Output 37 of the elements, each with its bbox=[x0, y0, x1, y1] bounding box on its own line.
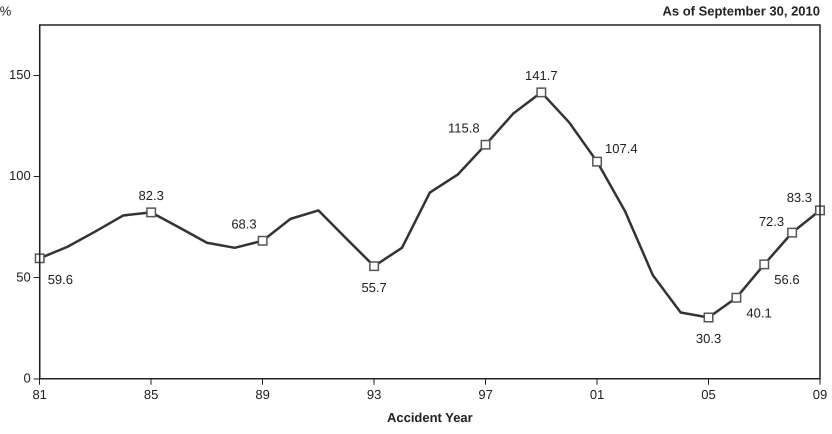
x-tick-label: 09 bbox=[812, 387, 828, 402]
data-label: 68.3 bbox=[231, 216, 257, 232]
x-tick-label: 01 bbox=[590, 387, 604, 402]
data-label: 59.6 bbox=[48, 272, 73, 287]
x-tick-label: 97 bbox=[478, 387, 493, 402]
point bbox=[592, 156, 602, 167]
point bbox=[258, 236, 268, 246]
point bbox=[759, 259, 770, 270]
point bbox=[369, 261, 380, 272]
data-label: 107.4 bbox=[605, 141, 638, 156]
data-label: 30.3 bbox=[696, 331, 722, 346]
data-label: 56.6 bbox=[774, 272, 800, 287]
y-axis-title: % bbox=[0, 4, 12, 19]
x-tick-label: 93 bbox=[366, 387, 382, 402]
data-label: 83.3 bbox=[786, 190, 812, 205]
data-label: 72.3 bbox=[758, 214, 784, 230]
chart-title: As of September 30, 2010 bbox=[662, 4, 820, 19]
data-label: 115.8 bbox=[448, 120, 480, 136]
point bbox=[536, 87, 546, 98]
data-label: 141.7 bbox=[525, 68, 558, 83]
x-tick-label: 85 bbox=[144, 387, 158, 402]
y-tick-label: 0 bbox=[23, 370, 31, 386]
y-tick-label: 150 bbox=[8, 67, 31, 82]
x-tick-label: 81 bbox=[32, 387, 47, 402]
y-tick-label: 50 bbox=[16, 269, 31, 284]
x-tick-label: 05 bbox=[701, 387, 716, 402]
point bbox=[480, 140, 491, 150]
y-tick-label: 100 bbox=[8, 168, 31, 184]
point bbox=[146, 207, 156, 218]
data-label: 40.1 bbox=[746, 305, 772, 320]
x-tick-label: 89 bbox=[255, 387, 270, 402]
x-axis-title: Accident Year bbox=[386, 410, 473, 425]
data-label: 55.7 bbox=[361, 280, 387, 295]
point bbox=[731, 292, 742, 303]
point bbox=[787, 228, 798, 238]
data-label: 82.3 bbox=[138, 188, 164, 203]
point bbox=[704, 312, 714, 323]
